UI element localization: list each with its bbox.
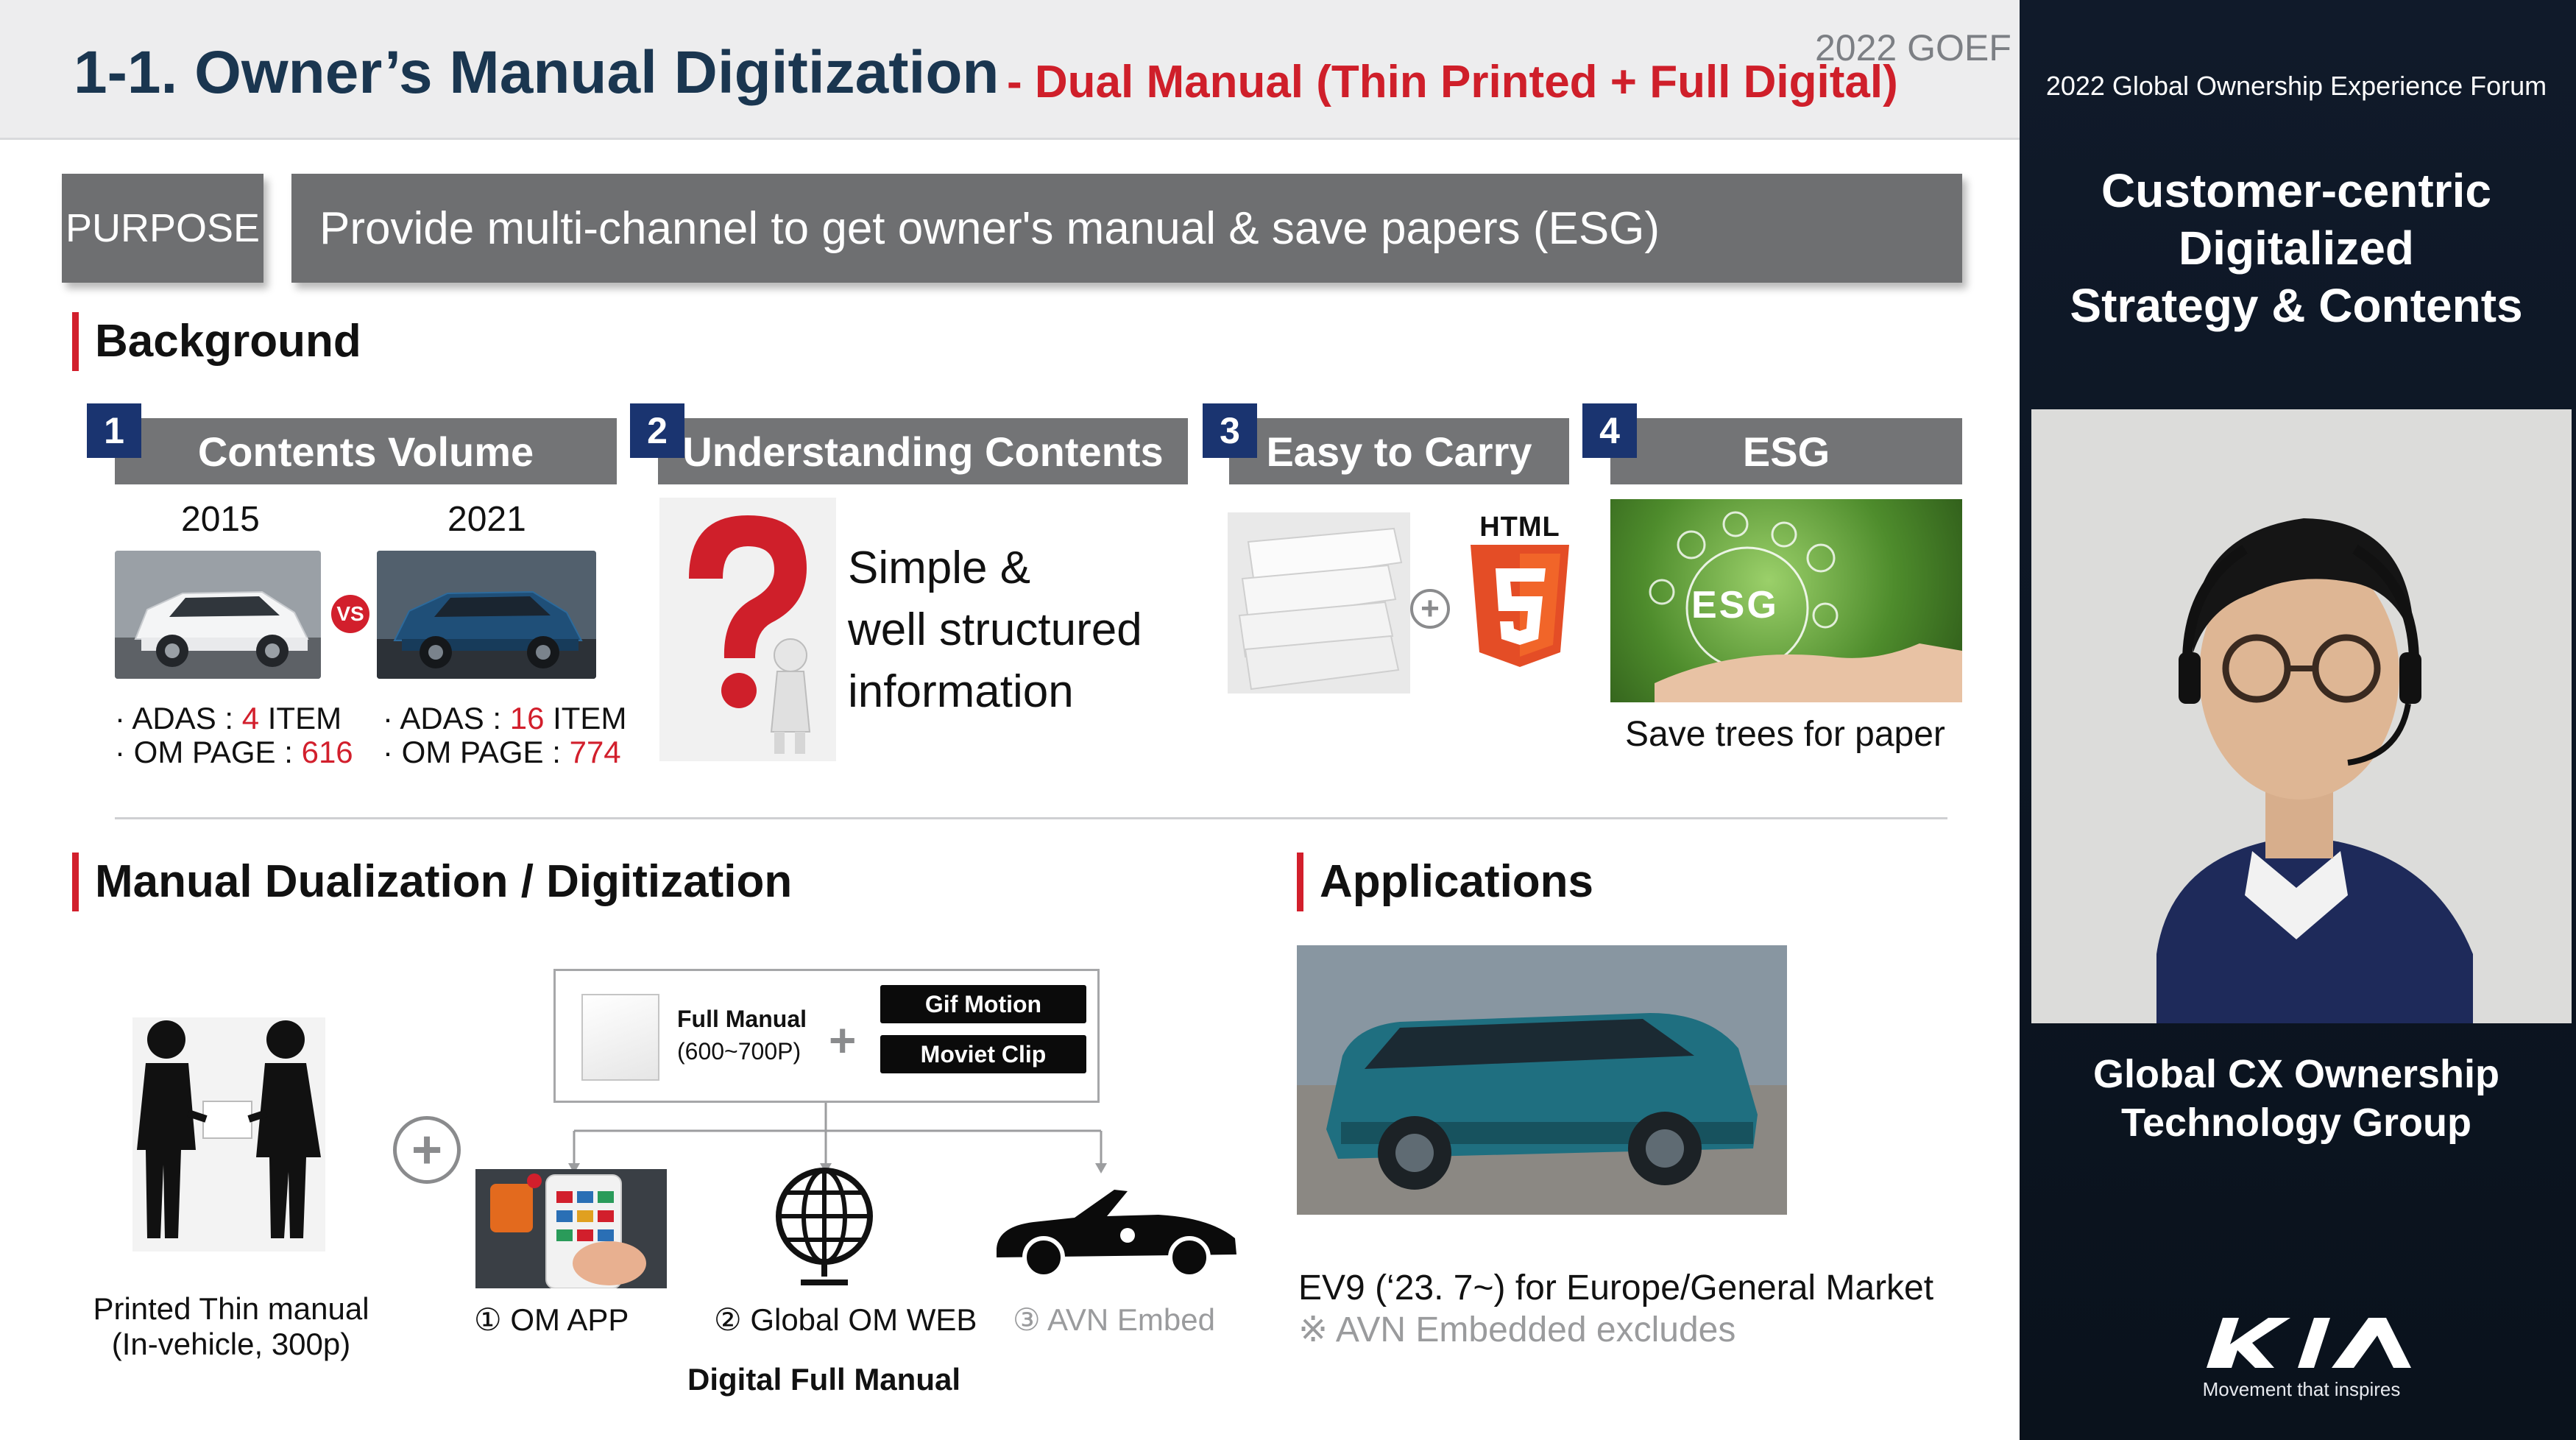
session-title: Customer-centric Digitalized Strategy & … [2070,164,2523,332]
globe-icon [762,1165,886,1288]
car-2021-image [377,551,596,679]
purpose-label: PURPOSE [62,174,263,283]
card-number-3: 3 [1203,403,1257,458]
applications-section-title: Applications [1297,853,1593,911]
plus-icon: + [1410,589,1450,629]
forum-title: 2022 Global Ownership Experience Forum [2045,71,2547,101]
ev9-caption: EV9 (‘23. 7~) for Europe/General Market [1298,1268,1934,1307]
phone-app-icon [475,1169,667,1289]
digital-full-manual-caption: Digital Full Manual [687,1362,961,1397]
channel-connector-arrows [568,1103,1107,1173]
esg-caption: Save trees for paper [1625,715,1945,754]
globe-web-icon [776,1168,873,1285]
kia-logo-icon [2207,1318,2411,1368]
om-page-2021-stat: · OM PAGE : 774 [383,735,621,770]
adas-value: 4 [241,701,260,735]
speaker-avatar [2031,409,2572,1023]
om-page-label: · OM PAGE : [383,735,570,769]
om-page-2015-stat: · OM PAGE : 616 [115,735,353,770]
adas-unit: ITEM [259,701,342,735]
card-number-4: 4 [1582,403,1637,458]
vs-badge: VS [331,595,369,633]
car-2015-image [115,551,321,679]
om-page-label: · OM PAGE : [115,735,302,769]
question-mark-icon [659,498,836,761]
book-stack-icon [1228,512,1410,693]
goef-tag: 2022 GOEF [1815,27,2011,68]
om-page-value: 616 [301,735,353,769]
question-figure-image [659,498,836,761]
channel-avn-embed-label: ③ AVN Embed [1013,1302,1215,1337]
adas-value: 16 [509,701,545,735]
esg-image-text: ESG [1691,584,1779,627]
om-page-value: 774 [569,735,621,769]
dualization-section-title: Manual Dualization / Digitization [72,853,792,911]
adas-unit: ITEM [544,701,627,735]
html5-logo-text: HTML [1479,512,1560,543]
slide-title: 1-1. Owner’s Manual Digitization [74,39,999,106]
card-number-2: 2 [630,403,684,458]
ev9-car-image [1297,945,1787,1215]
slide-subtitle: - Dual Manual (Thin Printed + Full Digit… [1007,57,1898,107]
html5-shield-icon [1471,545,1569,667]
handover-people-image [132,1017,325,1252]
plus-icon: + [829,1014,857,1067]
adas-label: · ADAS : [115,701,242,735]
moviet-clip-tag: Moviet Clip [880,1035,1086,1073]
year-2015-label: 2015 [181,500,260,539]
esg-globe-icon [1649,511,1962,702]
white-suv-icon [115,551,321,679]
card-title-contents-volume: Contents Volume [115,418,617,484]
adas-2015-stat: · ADAS : 4 ITEM [115,701,342,736]
card-title-esg: ESG [1610,418,1962,484]
blue-suv-icon [377,551,596,679]
card-title-easy-to-carry: Easy to Carry [1229,418,1569,484]
full-manual-pages: (600~700P) [677,1038,802,1065]
card-number-1: 1 [87,403,141,458]
ev9-suv-icon [1297,945,1787,1215]
year-2021-label: 2021 [447,500,526,539]
card-title-understanding-contents: Understanding Contents [658,418,1188,484]
esg-hand-image: ESG [1610,499,1962,702]
group-name: Global CX Ownership Technology Group [2092,1052,2500,1145]
adas-label: · ADAS : [383,701,510,735]
slide-header [0,0,2020,140]
html5-logo: HTML [1465,512,1575,674]
plus-icon: + [393,1116,461,1184]
understanding-text: Simple & well structured information [848,543,1142,717]
purpose-text: Provide multi-channel to get owner's man… [291,174,1962,283]
kia-slogan: Movement that inspires [2202,1378,2401,1400]
channel-om-web-label: ② Global OM WEB [714,1302,977,1337]
printed-manual-caption: Printed Thin manual (In-vehicle, 300p) [93,1291,369,1361]
section-divider [115,817,1947,819]
channel-om-app-label: ① OM APP [474,1302,629,1337]
gif-motion-tag: Gif Motion [880,985,1086,1023]
car-silhouette-icon [997,1190,1236,1279]
speaker-video-feed [2031,409,2572,1023]
manual-books-image [1228,512,1410,693]
convertible-car-icon [989,1181,1242,1279]
full-manual-document-icon [581,994,659,1081]
background-section-title: Background [72,312,361,371]
om-app-image [475,1169,667,1289]
ev9-note: ※ AVN Embedded excludes [1298,1310,1736,1349]
full-manual-title: Full Manual [677,1006,807,1032]
adas-2021-stat: · ADAS : 16 ITEM [383,701,626,736]
people-handover-icon [132,1017,325,1252]
